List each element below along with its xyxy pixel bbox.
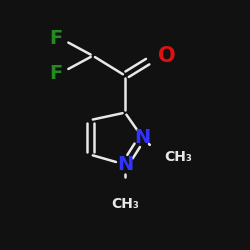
- Text: F: F: [49, 29, 62, 48]
- Text: CH₃: CH₃: [164, 150, 192, 164]
- Text: N: N: [134, 128, 150, 147]
- Text: N: N: [117, 155, 133, 174]
- Text: CH₃: CH₃: [111, 197, 139, 211]
- Text: O: O: [158, 46, 176, 66]
- Text: F: F: [49, 64, 62, 82]
